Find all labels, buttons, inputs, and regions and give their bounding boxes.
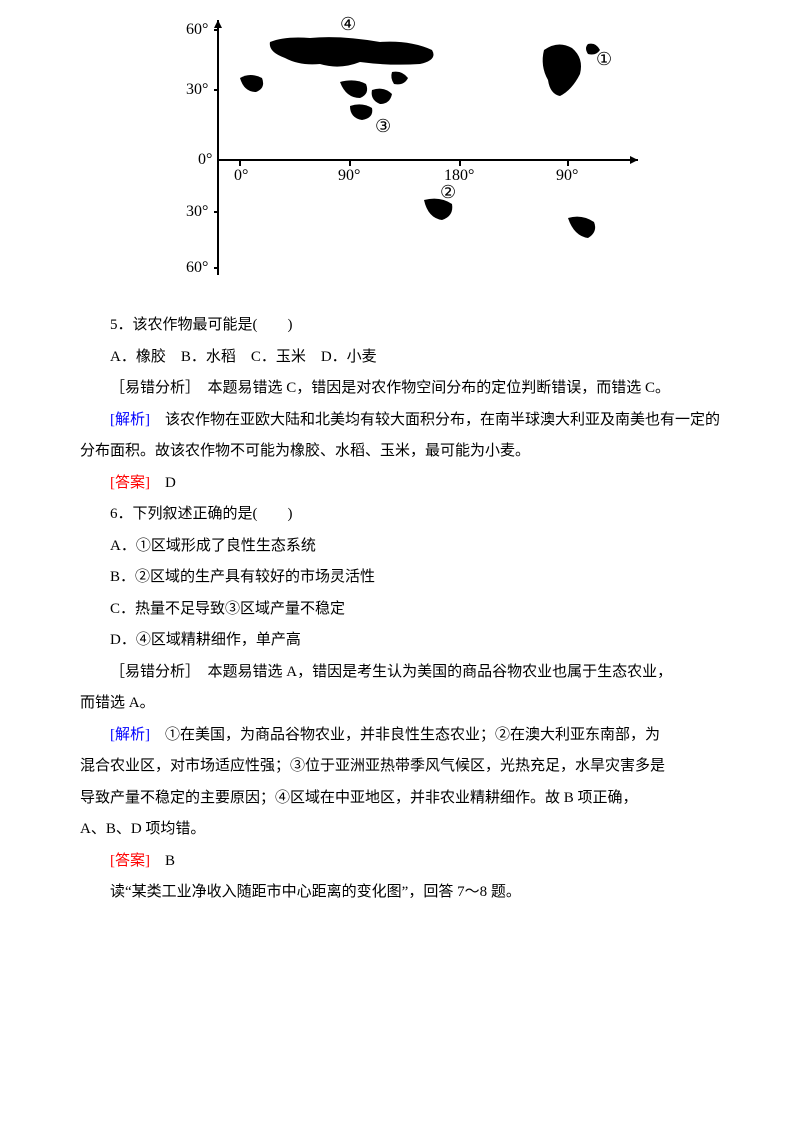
q5-answer: [答案] D: [80, 468, 720, 500]
q6-analysis-label: [解析]: [110, 727, 150, 743]
q5-stem: 5．该农作物最可能是( ): [80, 310, 720, 342]
q6-answer: [答案] B: [80, 846, 720, 878]
q5-answer-text: D: [150, 475, 176, 491]
q6-option-c: C．热量不足导致③区域产量不稳定: [80, 594, 720, 626]
q5-error-text: 本题易错选 C，错因是对农作物空间分布的定位判断错误，而错选 C。: [193, 380, 671, 396]
x-label-90w: 90°: [556, 167, 578, 184]
y-label-60n: 60°: [186, 21, 208, 38]
q6-answer-label: [答案]: [110, 853, 150, 869]
marker-3: ③: [375, 116, 391, 136]
q6-analysis-line4: A、B、D 项均错。: [80, 814, 720, 846]
q6-analysis-line1: [解析] ①在美国，为商品谷物农业，并非良性生态农业；②在澳大利亚东南部，为: [80, 720, 720, 752]
q6-error-label: ［易错分析］: [110, 664, 193, 680]
q5-answer-label: [答案]: [110, 475, 150, 491]
marker-4: ④: [340, 14, 356, 34]
q5-options: A．橡胶 B．水稻 C．玉米 D．小麦: [80, 342, 720, 374]
q6-option-d: D．④区域精耕细作，单产高: [80, 625, 720, 657]
q5-error-analysis: ［易错分析］ 本题易错选 C，错因是对农作物空间分布的定位判断错误，而错选 C。: [80, 373, 720, 405]
q6-error-text1: 本题易错选 A，错因是考生认为美国的商品谷物农业也属于生态农业，: [193, 664, 673, 680]
q6-option-a: A．①区域形成了良性生态系统: [80, 531, 720, 563]
q5-error-label: ［易错分析］: [110, 380, 193, 396]
y-label-60s: 60°: [186, 259, 208, 276]
q6-stem: 6．下列叙述正确的是( ): [80, 499, 720, 531]
q6-analysis-line3: 导致产量不稳定的主要原因；④区域在中亚地区，并非农业精耕细作。故 B 项正确，: [80, 783, 720, 815]
q6-error-line2: 而错选 A。: [80, 688, 720, 720]
q6-analysis-line2: 混合农业区，对市场适应性强；③位于亚洲亚热带季风气候区，光热充足，水旱灾害多是: [80, 751, 720, 783]
marker-1: ①: [596, 49, 612, 69]
x-label-0: 0°: [234, 167, 248, 184]
q6-analysis-text1: ①在美国，为商品谷物农业，并非良性生态农业；②在澳大利亚东南部，为: [150, 727, 660, 743]
y-label-0: 0°: [198, 151, 212, 168]
q5-analysis-label: [解析]: [110, 412, 150, 428]
y-label-30n: 30°: [186, 81, 208, 98]
crop-distribution-map: 60° 30° 0° 30° 60° 0° 90° 180° 90° ④ ① ③…: [140, 0, 660, 290]
q6-answer-text: B: [150, 853, 175, 869]
marker-2: ②: [440, 182, 456, 202]
next-prompt: 读“某类工业净收入随距市中心距离的变化图”，回答 7～8 题。: [80, 877, 720, 909]
x-label-90e: 90°: [338, 167, 360, 184]
q6-error-line1: ［易错分析］ 本题易错选 A，错因是考生认为美国的商品谷物农业也属于生态农业，: [80, 657, 720, 689]
q5-analysis-line1: [解析] 该农作物在亚欧大陆和北美均有较大面积分布，在南半球澳大利亚及南美也有一…: [80, 405, 720, 468]
y-label-30s: 30°: [186, 203, 208, 220]
q6-option-b: B．②区域的生产具有较好的市场灵活性: [80, 562, 720, 594]
q5-analysis-text: 该农作物在亚欧大陆和北美均有较大面积分布，在南半球澳大利亚及南美也有一定的分布面…: [80, 412, 720, 460]
